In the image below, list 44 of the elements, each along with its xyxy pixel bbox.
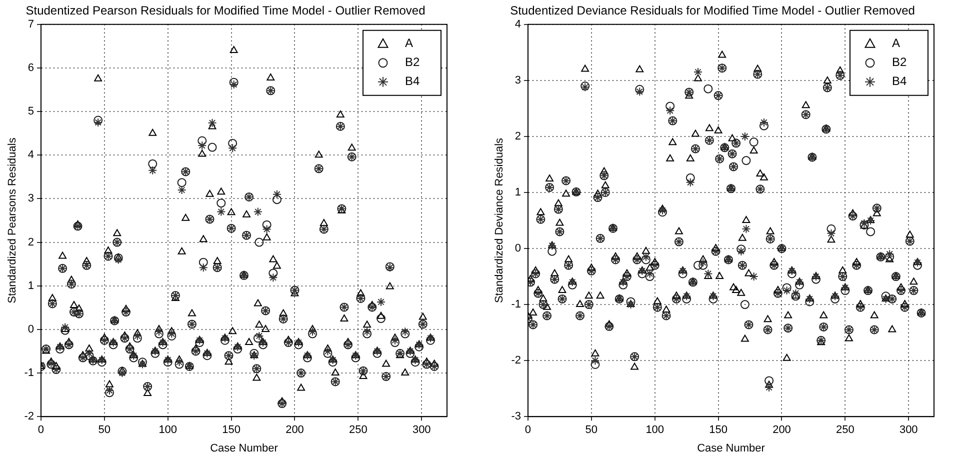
y-tick-label: 1: [514, 186, 521, 199]
legend-label: B4: [405, 74, 420, 88]
x-tick-label: 300: [412, 424, 431, 436]
y-tick-label: 1: [28, 280, 34, 292]
legend-label: A: [892, 36, 900, 50]
x-tick-label: 50: [98, 424, 111, 436]
x-tick-label: 200: [772, 424, 791, 436]
legend-label: B2: [892, 55, 908, 70]
y-tick-label: 7: [28, 18, 34, 30]
y-tick-label: 5: [28, 106, 34, 118]
y-tick-label: -2: [24, 410, 34, 423]
x-tick-label: 250: [836, 424, 854, 436]
y-tick-label: 4: [28, 149, 34, 162]
y-tick-label: 3: [28, 192, 34, 205]
legend-label: B4: [892, 74, 908, 88]
chart-title: Studentized Pearson Residuals for Modified Time Model - Outlier Removed: [26, 4, 426, 18]
x-tick-label: 150: [709, 424, 728, 436]
y-tick-label: 0: [514, 242, 521, 255]
x-axis-title: Case Number: [697, 442, 766, 454]
y-tick-label: 0: [28, 323, 34, 336]
x-tick-label: 0: [524, 424, 532, 436]
x-tick-label: 250: [349, 424, 368, 436]
x-tick-label: 100: [158, 424, 178, 436]
y-tick-label: 6: [28, 62, 34, 74]
x-tick-label: 150: [222, 424, 240, 436]
chart-title: Studentized Deviance Residuals for Modified Time Model - Outlier Removed: [510, 4, 915, 18]
y-tick-label: -1: [24, 367, 34, 380]
x-tick-label: 0: [38, 424, 44, 436]
y-tick-label: -3: [511, 410, 521, 423]
y-tick-label: 3: [514, 74, 521, 86]
y-tick-label: 4: [514, 18, 521, 30]
x-tick-label: 200: [286, 424, 304, 436]
y-tick-label: 2: [514, 130, 521, 142]
x-axis-title: Case Number: [210, 442, 278, 454]
x-tick-label: 100: [646, 424, 664, 436]
y-tick-label: -2: [511, 354, 521, 367]
y-tick-label: 2: [28, 236, 34, 248]
y-tick-label: -1: [511, 298, 521, 311]
legend-label: B2: [405, 55, 420, 70]
legend-label: A: [405, 36, 414, 50]
y-axis-title: Standardized Pearsons Residuals: [6, 137, 19, 304]
x-tick-label: 50: [585, 424, 598, 436]
x-tick-label: 300: [899, 424, 918, 436]
y-axis-title: Standardized Deviance Residuals: [494, 137, 506, 304]
